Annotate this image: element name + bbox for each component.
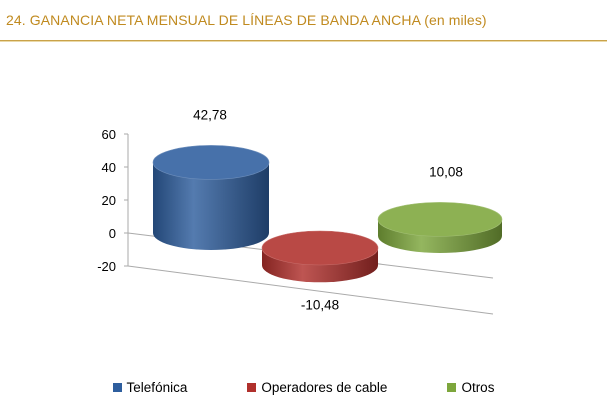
legend-label-telefonica: Telefónica: [126, 379, 188, 395]
data-labels: 42,78 -10,48 10,08: [193, 107, 463, 312]
bar-telefonica: [152, 145, 270, 250]
y-tick-label: 40: [102, 160, 116, 175]
legend-item-otros: Otros: [447, 377, 494, 397]
chart-title: 24. GANANCIA NETA MENSUAL DE LÍNEAS DE B…: [6, 12, 487, 28]
y-tick-label: 0: [109, 226, 116, 241]
legend-item-telefonica: Telefónica: [112, 377, 188, 397]
legend-swatch-otros: [447, 382, 457, 392]
bar-operadores-de-cable: [261, 230, 379, 283]
data-label-otros: 10,08: [429, 164, 463, 179]
y-tick-label: 60: [102, 127, 116, 142]
legend-swatch-operadores-de-cable: [247, 382, 257, 392]
y-tick-label: -20: [97, 259, 116, 274]
legend: Telefónica Operadores de cable Otros: [0, 377, 607, 397]
bar-top-operadores-de-cable: [261, 230, 379, 266]
legend-item-operadores-de-cable: Operadores de cable: [247, 377, 387, 397]
data-label-operadores-de-cable: -10,48: [301, 297, 339, 312]
legend-label-otros: Otros: [461, 379, 495, 395]
bar-top-telefonica: [152, 145, 270, 180]
bar-body-telefonica: [153, 162, 269, 250]
title-bar: 24. GANANCIA NETA MENSUAL DE LÍNEAS DE B…: [0, 0, 607, 41]
baseline-floor: [127, 265, 494, 315]
legend-label-operadores-de-cable: Operadores de cable: [261, 379, 388, 395]
legend-swatch-telefonica: [112, 382, 122, 392]
bar-otros: [377, 202, 503, 253]
data-label-telefonica: 42,78: [193, 107, 227, 122]
bar-top-otros: [377, 202, 503, 237]
bars: [152, 145, 503, 283]
y-tick-label: 20: [102, 193, 116, 208]
